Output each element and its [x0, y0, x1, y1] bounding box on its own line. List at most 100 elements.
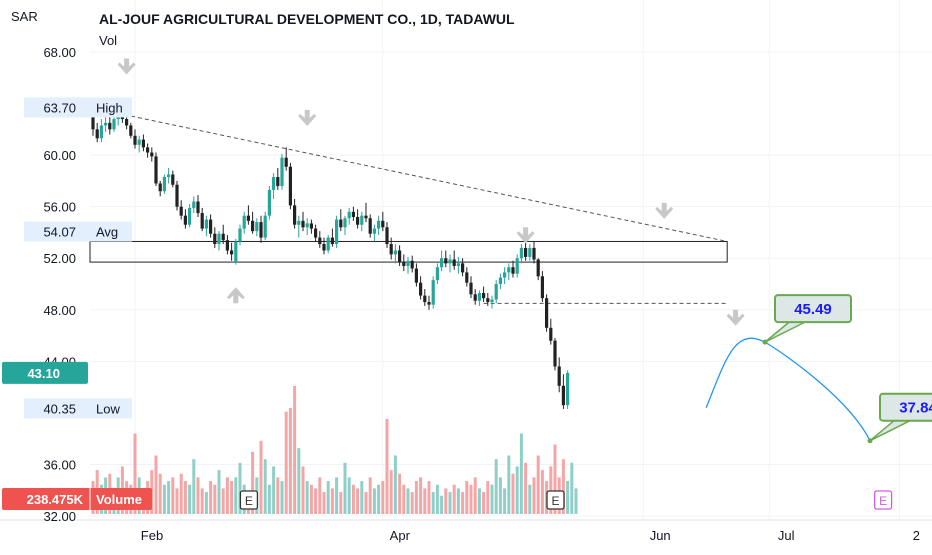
- volume-bar: [217, 470, 221, 514]
- candle-body: [309, 223, 313, 229]
- volume-bar: [133, 433, 137, 514]
- volume-bar: [280, 481, 284, 514]
- volume-bar: [347, 477, 351, 514]
- volume-bar: [532, 477, 536, 514]
- callout-box: [879, 392, 932, 422]
- volume-badge: 238.475K Volume: [2, 488, 152, 510]
- earnings-marker[interactable]: E: [873, 490, 893, 510]
- volume-bar: [503, 488, 507, 514]
- callout-pointer: [764, 321, 806, 343]
- low-label-bg: [24, 398, 132, 419]
- candle-body: [507, 267, 511, 273]
- volume-bar: [293, 386, 297, 514]
- volume-bar: [192, 459, 196, 514]
- y-tick-label: 52.00: [43, 251, 76, 266]
- candle-body: [427, 302, 431, 305]
- candle-body: [335, 219, 339, 245]
- candle-body: [372, 228, 376, 234]
- y-tick-label: 32.00: [43, 509, 76, 524]
- avg-value: 54.07: [43, 225, 76, 240]
- candle-body: [116, 116, 120, 120]
- volume-bar: [511, 473, 515, 514]
- volume-bar: [360, 481, 364, 514]
- candle-body: [402, 262, 406, 266]
- candle-body: [125, 119, 129, 126]
- arrow-shape: [726, 309, 745, 326]
- arrow-shape: [117, 58, 136, 75]
- volume-bar: [536, 455, 540, 514]
- candle-body: [339, 219, 343, 228]
- candle-body: [112, 119, 116, 130]
- volume-bar: [204, 492, 208, 514]
- last-price-badge: 43.10: [2, 361, 88, 384]
- candle-body: [314, 228, 318, 238]
- volume-badge-bg: [2, 488, 152, 510]
- candle-body: [482, 293, 486, 299]
- candle-body: [343, 218, 347, 228]
- candle-body: [461, 263, 465, 273]
- indicator-label[interactable]: Vol: [99, 33, 117, 48]
- x-tick-label: Feb: [141, 528, 163, 543]
- candle-body: [259, 222, 263, 238]
- candle-body: [545, 298, 549, 328]
- earnings-box: [546, 490, 565, 510]
- earnings-marker[interactable]: E: [546, 490, 565, 510]
- volume-bar: [561, 459, 565, 514]
- candle-body: [498, 277, 502, 284]
- candle-body: [553, 340, 557, 367]
- volume-bar: [482, 492, 486, 514]
- candle-body: [440, 258, 444, 268]
- candle-body: [217, 233, 221, 245]
- candle-body: [566, 372, 570, 406]
- volume-bar: [209, 481, 213, 514]
- candle-body: [301, 220, 305, 228]
- candle-body: [414, 268, 418, 283]
- volume-bar: [515, 466, 519, 514]
- candle-body: [167, 174, 171, 178]
- candle-body: [347, 211, 351, 219]
- volume-bar: [494, 459, 498, 514]
- candle-body: [322, 244, 326, 251]
- chart-title: AL-JOUF AGRICULTURAL DEVELOPMENT CO., 1D…: [99, 11, 515, 27]
- volume-bar: [339, 492, 343, 514]
- volume-bar: [188, 484, 192, 514]
- candle-body: [389, 244, 393, 255]
- arrow-up-icon: [226, 287, 245, 304]
- candle-body: [108, 122, 112, 130]
- candle-body: [141, 139, 145, 148]
- candle-body: [213, 233, 217, 245]
- callout-1: 45.49: [764, 294, 852, 343]
- volume-bar: [309, 484, 313, 514]
- candle-body: [150, 152, 154, 157]
- y-tick-label: 68.00: [43, 45, 76, 60]
- candle-body: [524, 247, 528, 257]
- volume-bar: [469, 484, 473, 514]
- volume-bar: [364, 492, 368, 514]
- volume-bar: [566, 481, 570, 514]
- candle-body: [120, 116, 124, 120]
- candle-body: [515, 258, 519, 274]
- candle-body: [288, 166, 292, 206]
- candle-body: [293, 205, 297, 225]
- volume-bar: [574, 488, 578, 514]
- volume-bar: [196, 477, 200, 514]
- volume-bar: [154, 455, 158, 514]
- candle-body: [297, 220, 301, 225]
- candle-body: [175, 184, 179, 207]
- volume-bar: [183, 481, 187, 514]
- candle-body: [557, 366, 561, 386]
- candle-body: [305, 223, 309, 228]
- candle-body: [133, 135, 137, 145]
- earnings-label: E: [879, 494, 887, 508]
- candle-body: [238, 228, 242, 242]
- avg-text: Avg: [96, 225, 118, 240]
- volume-bar: [389, 470, 393, 514]
- projection-path: [705, 337, 871, 442]
- high-label-bg: [24, 97, 132, 118]
- axes: 68.0060.0056.0052.0048.0044.0036.0032.00…: [0, 45, 932, 550]
- volume-bar: [570, 462, 574, 514]
- earnings-marker[interactable]: E: [239, 490, 259, 510]
- arrow-down-icon: [298, 110, 317, 127]
